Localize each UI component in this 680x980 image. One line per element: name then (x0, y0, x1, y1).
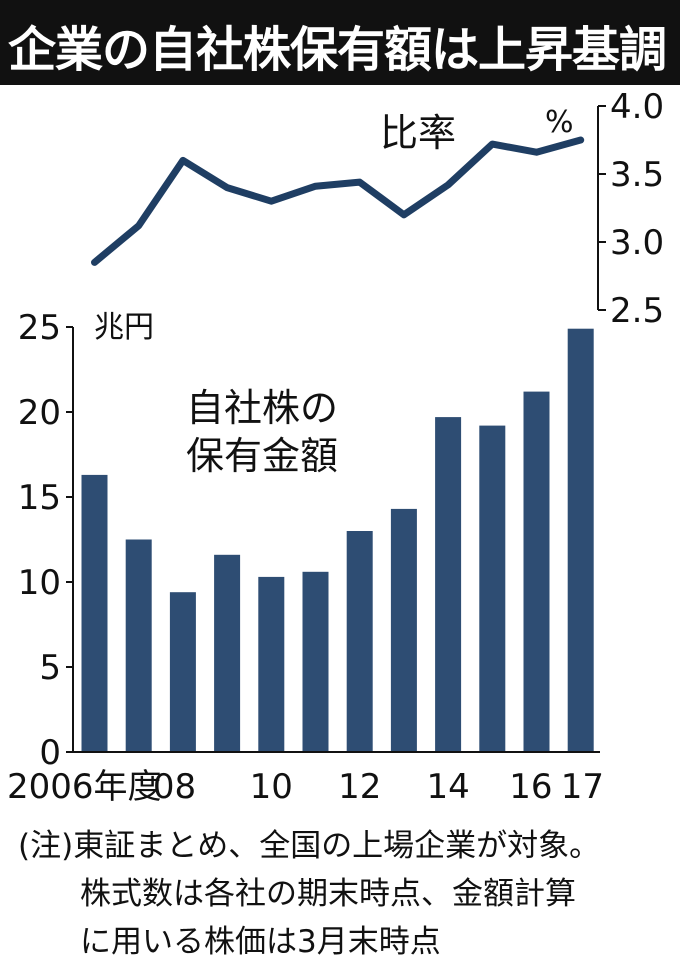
left-tick-label: 20 (18, 393, 61, 433)
left-tick-label: 15 (18, 478, 61, 518)
footnote: (注)東証まとめ、全国の上場企業が対象。 株式数は各社の期末時点、金額計算 に用… (18, 822, 678, 966)
x-tick-label: 08 (153, 767, 196, 807)
bar-unit-label: 兆円 (94, 310, 154, 345)
holding-series-label: 保有金額 (186, 434, 338, 478)
right-tick-label: 4.0 (610, 87, 664, 127)
x-tick-label: 10 (250, 767, 293, 807)
right-tick-label: 3.0 (610, 223, 664, 263)
left-tick-label: 5 (39, 648, 61, 688)
x-tick-label: 12 (338, 767, 381, 807)
bar-series (81, 328, 594, 752)
chart-title: 企業の自社株保有額は上昇基調 (8, 22, 667, 78)
bar-2006 (81, 474, 108, 752)
x-tick-label: 2006年度 (7, 767, 162, 807)
line-series (91, 136, 585, 266)
line-unit-label: % (545, 105, 574, 140)
bar-2016 (523, 391, 550, 752)
left-tick-label: 25 (18, 308, 61, 348)
bar-2007 (125, 539, 152, 752)
x-tick-label: 16 (509, 767, 552, 807)
bar-2011 (302, 571, 329, 752)
bar-2010 (258, 576, 285, 752)
footnote-line: に用いる株価は3月末時点 (18, 924, 441, 960)
x-tick-label: 14 (426, 767, 469, 807)
right-tick-label: 3.5 (610, 155, 664, 195)
footnote-line: 株式数は各社の期末時点、金額計算 (18, 876, 576, 912)
left-tick-label: 0 (39, 733, 61, 773)
holding-series-label: 自社株の (186, 386, 338, 430)
footnote-line: (注)東証まとめ、全国の上場企業が対象。 (18, 828, 601, 864)
bar-2013 (390, 508, 417, 752)
left-tick-label: 10 (18, 563, 61, 603)
ratio-series-label: 比率 (380, 111, 456, 155)
ratio-line (91, 136, 585, 266)
bar-2015 (479, 425, 506, 752)
bar-2009 (214, 554, 241, 752)
bar-2014 (435, 417, 462, 752)
bar-2012 (346, 531, 373, 752)
bar-2008 (169, 592, 196, 752)
right-tick-label: 2.5 (610, 291, 664, 331)
x-tick-label: 17 (561, 767, 604, 807)
title-band: 企業の自社株保有額は上昇基調 (0, 0, 680, 85)
bar-2017 (567, 328, 594, 752)
